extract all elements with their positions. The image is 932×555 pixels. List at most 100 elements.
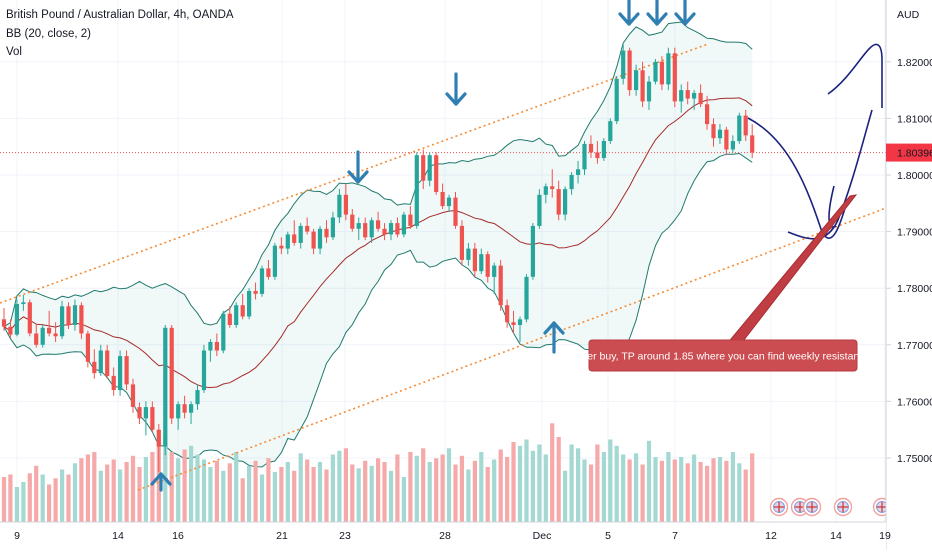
candle-down [440, 192, 445, 207]
volume-bar [182, 449, 187, 522]
candle-down [724, 129, 729, 150]
volume-bar [66, 474, 71, 522]
candle-down [685, 90, 690, 99]
volume-bar [388, 470, 394, 522]
callout-box[interactable]: after buy, TP around 1.85 where you can … [576, 339, 871, 372]
price-tick-label: 1.79000 [897, 227, 932, 239]
candle-up [608, 121, 613, 141]
volume-bar [743, 469, 748, 522]
volume-bar [143, 457, 148, 522]
volume-bar [537, 444, 542, 522]
bollinger-bands [3, 21, 753, 468]
candle-up [737, 115, 742, 142]
candle-up [98, 350, 103, 374]
volume-bar [705, 465, 710, 523]
volume-bar [214, 460, 219, 523]
candle-up [388, 223, 394, 235]
volume-bar [292, 470, 297, 522]
volume-bar [79, 458, 84, 522]
volume-bar [60, 469, 65, 522]
sell-arrow-down [674, 0, 696, 26]
volume-bar [588, 464, 594, 522]
candle-down [53, 333, 58, 337]
candle-down [27, 302, 32, 334]
candle-up [730, 141, 735, 150]
volume-bar [472, 460, 477, 523]
volume-bar [272, 472, 277, 522]
candle-down [240, 305, 245, 317]
candle-up [653, 61, 658, 82]
hand-drawn-projection [828, 185, 837, 228]
time-tick-label: 7 [672, 530, 678, 542]
candle-down [79, 305, 84, 334]
event-flag-icon[interactable] [833, 497, 853, 517]
volume-bar [459, 455, 464, 523]
candle-down [66, 306, 71, 325]
hand-drawn-projection [787, 109, 873, 240]
price-axis-currency: AUD [897, 9, 920, 21]
volume-bar [730, 452, 735, 522]
candle-up [601, 141, 606, 158]
time-tick-label: 16 [172, 530, 184, 542]
candle-up [176, 404, 181, 419]
candle-up [569, 175, 574, 190]
candlesticks [1, 44, 755, 473]
candle-up [537, 194, 542, 226]
volume-bar [408, 452, 413, 522]
time-tick-label: 19 [879, 530, 891, 542]
current-price-badge[interactable] [886, 143, 932, 162]
candle-up [466, 248, 471, 260]
volume-bar [505, 457, 510, 522]
hand-drawn-projection [827, 43, 883, 108]
volume-bar [98, 470, 103, 522]
volume-bar [653, 457, 658, 522]
candle-down [711, 124, 716, 139]
candle-up [298, 225, 303, 243]
arrow-head [543, 321, 565, 335]
volume-bar [8, 474, 13, 522]
volume-indicator-label[interactable]: Vol [6, 46, 22, 58]
volume-bar [376, 458, 381, 522]
time-axis[interactable]: 9 14 16 21 23 28 Dec 5 7 12 14 19 [0, 521, 891, 550]
volume-bar [156, 440, 161, 523]
candle-down [111, 375, 116, 390]
volume-bar [227, 463, 232, 523]
volume-bar [646, 440, 652, 523]
volume-bar [395, 454, 400, 522]
event-flag-icon[interactable] [802, 497, 822, 517]
volume-bar [201, 459, 207, 522]
volume-bar [440, 454, 445, 522]
volume-bar [427, 462, 432, 522]
sell-arrow-down [646, 0, 668, 26]
bb-upper-band [3, 21, 753, 328]
candle-down [279, 245, 284, 249]
volume-bar [118, 469, 123, 522]
candle-down [1, 319, 7, 327]
volume-bar [21, 482, 26, 522]
candle-up [247, 291, 252, 317]
volume-bar [363, 460, 368, 523]
candle-down [556, 189, 561, 215]
buy-arrow-up [543, 321, 565, 354]
candle-up [163, 327, 168, 447]
volume-bar [279, 467, 284, 522]
callout-text: after buy, TP around 1.85 where you can … [576, 351, 871, 363]
candle-down [640, 70, 645, 102]
volume-bar [401, 477, 406, 522]
volume-bar [692, 454, 697, 522]
hand-drawn-projection [747, 117, 847, 239]
arrow-head [646, 12, 668, 26]
volume-bar [189, 445, 194, 523]
candle-down [311, 231, 316, 249]
volume-bar [324, 469, 329, 522]
volume-bar [659, 460, 664, 523]
price-axis[interactable]: AUD 1.82000 1.81000 1.80000 1.79000 1.78000 1.… [885, 0, 932, 550]
volume-bar [621, 454, 626, 522]
candle-down [124, 356, 129, 385]
candle-up [646, 81, 652, 102]
candle-down [292, 234, 297, 243]
event-flag-icon[interactable] [769, 497, 789, 517]
candle-up [272, 245, 277, 277]
bb-indicator-label[interactable]: BB (20, close, 2) [6, 28, 92, 40]
